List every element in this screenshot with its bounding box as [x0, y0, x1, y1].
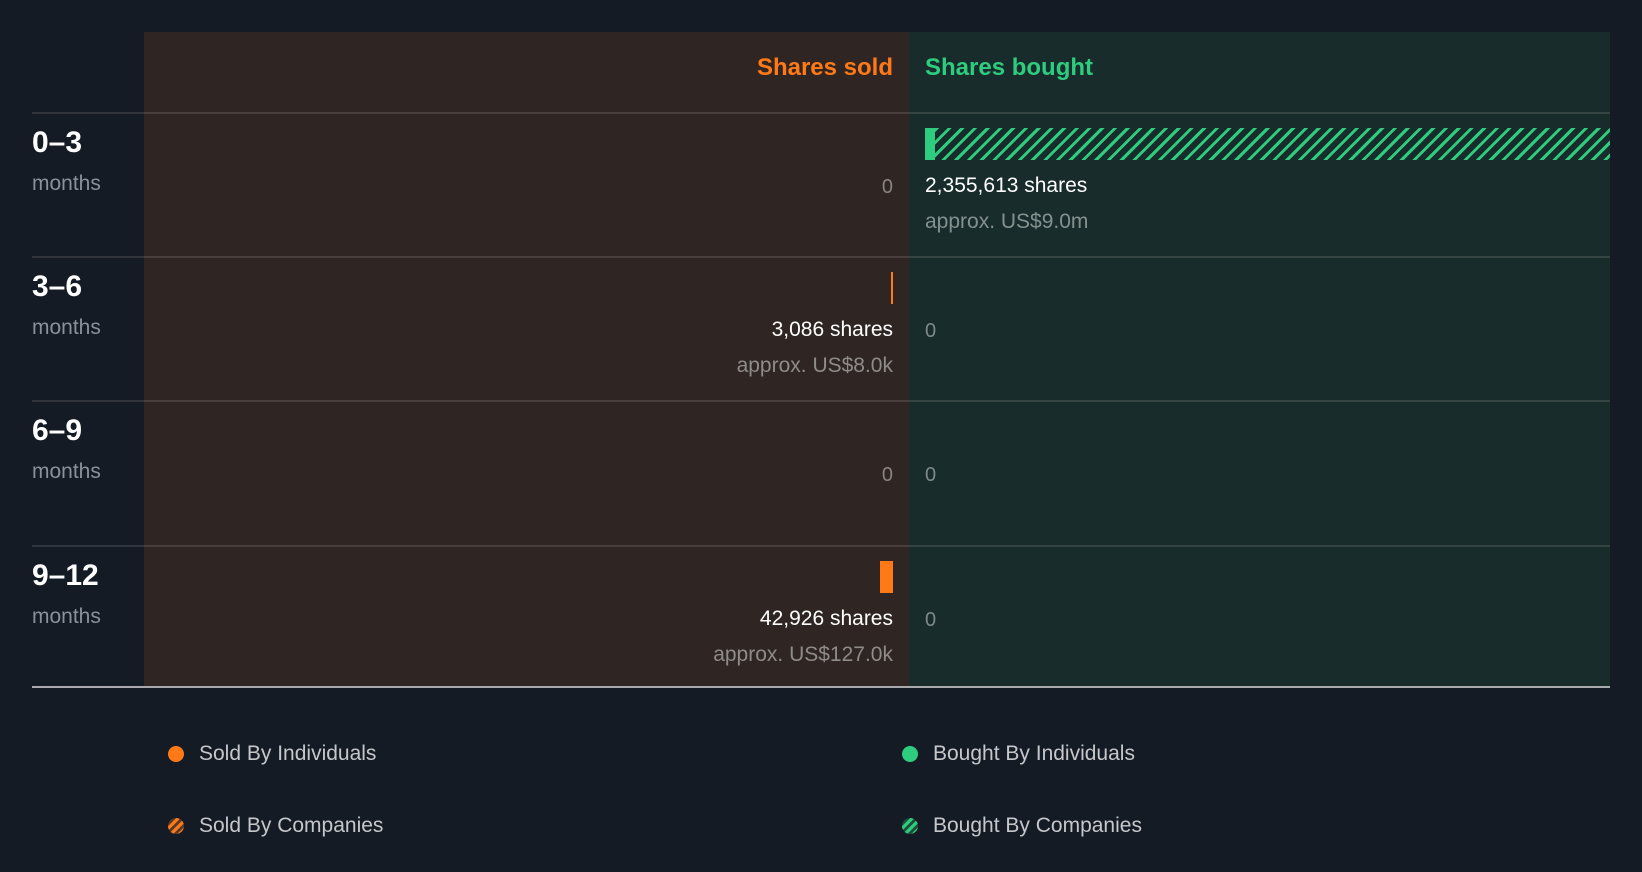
sold-shares-value: 42,926 shares: [759, 607, 893, 630]
row-0-3-months: 0–3 months 0 2,355,613 shares approx. US…: [32, 112, 1610, 256]
bought-approx-value: approx. US$9.0m: [925, 210, 1089, 233]
row-6-9-months: 6–9 months 0 0: [32, 400, 1610, 544]
shares-sold-header: Shares sold: [756, 54, 893, 81]
period-unit: months: [32, 316, 101, 339]
period-range: 0–3: [32, 126, 83, 159]
sold-individuals-dot-icon: [168, 746, 184, 762]
sold-approx-value: approx. US$127.0k: [713, 643, 893, 666]
x-axis-line: [32, 686, 1610, 688]
period-unit: months: [32, 460, 101, 483]
period-range: 9–12: [32, 559, 99, 592]
sold-zero-value: 0: [881, 176, 893, 198]
bought-individuals-bar[interactable]: [925, 128, 935, 160]
legend-sold-individuals[interactable]: Sold By Individuals: [168, 742, 376, 766]
period-unit: months: [32, 172, 101, 195]
bought-shares-value: 2,355,613 shares: [925, 174, 1088, 197]
legend-label: Bought By Companies: [933, 814, 1142, 837]
sold-companies-striped-dot-icon: [168, 818, 184, 834]
row-9-12-months: 9–12 months 42,926 shares approx. US$127…: [32, 545, 1610, 689]
legend-bought-individuals[interactable]: Bought By Individuals: [902, 742, 1135, 766]
row-divider: [32, 545, 1610, 547]
row-3-6-months: 3–6 months 3,086 shares approx. US$8.0k …: [32, 256, 1610, 400]
period-range: 3–6: [32, 270, 83, 303]
legend-label: Bought By Individuals: [933, 742, 1135, 765]
legend-bought-companies[interactable]: Bought By Companies: [902, 814, 1142, 838]
bought-zero-value: 0: [925, 320, 937, 342]
sold-approx-value: approx. US$8.0k: [736, 354, 893, 377]
sold-individuals-bar[interactable]: [880, 561, 893, 593]
row-divider: [32, 256, 1610, 258]
bought-companies-bar[interactable]: [935, 128, 1610, 160]
legend-label: Sold By Companies: [199, 814, 384, 837]
period-unit: months: [32, 605, 101, 628]
sold-panel: [144, 32, 909, 687]
bought-zero-value: 0: [925, 464, 937, 486]
sold-zero-value: 0: [881, 464, 893, 486]
legend-label: Sold By Individuals: [199, 742, 377, 765]
legend-sold-companies[interactable]: Sold By Companies: [168, 814, 383, 838]
bought-individuals-dot-icon: [902, 746, 918, 762]
bought-zero-value: 0: [925, 609, 937, 631]
shares-bought-header: Shares bought: [925, 54, 1094, 81]
row-divider: [32, 112, 1610, 114]
period-range: 6–9: [32, 414, 83, 447]
sold-individuals-bar[interactable]: [891, 272, 893, 304]
row-divider: [32, 400, 1610, 402]
sold-shares-value: 3,086 shares: [771, 318, 893, 341]
bought-companies-striped-dot-icon: [902, 818, 918, 834]
